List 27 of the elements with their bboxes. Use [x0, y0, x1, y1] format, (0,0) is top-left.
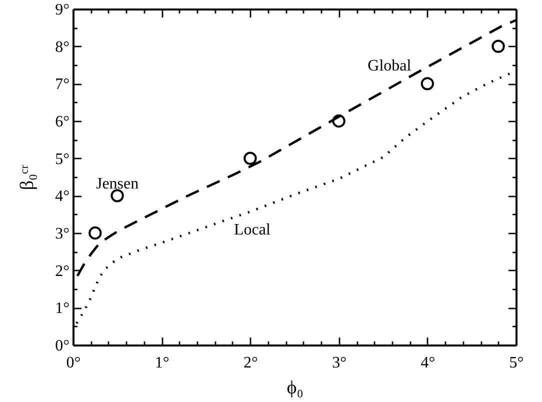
y-axis-title: β₀ᶜʳ — [17, 164, 38, 190]
point — [492, 40, 505, 53]
point — [244, 152, 257, 165]
y-tick-label: 7° — [55, 76, 70, 94]
point — [88, 226, 102, 240]
point — [110, 189, 124, 202]
x-axis-title: ϕ₀ — [286, 378, 304, 398]
x-tick-label: 4° — [420, 354, 436, 372]
y-tick-label: 3° — [55, 226, 70, 242]
x-tick-label: 1° — [154, 354, 170, 372]
x-tick-label: 2° — [243, 354, 258, 372]
series-label: Global — [368, 57, 412, 74]
y-tick-label: 2° — [55, 262, 70, 280]
y-tick-label: 0° — [55, 338, 70, 354]
y-tick-label: 6° — [55, 114, 70, 130]
x-tick-label: 0° — [66, 354, 81, 372]
series-label: Jensen — [96, 176, 139, 193]
point — [332, 114, 346, 128]
y-tick-label: 4° — [55, 188, 70, 206]
y-tick-label: 5° — [55, 150, 70, 168]
point — [420, 77, 434, 90]
y-tick-label: 8° — [55, 38, 70, 56]
y-tick-label: 9° — [55, 2, 70, 18]
series-label: Local — [234, 222, 271, 239]
x-tick-label: 5° — [509, 354, 524, 372]
y-tick-label: 1° — [55, 300, 70, 318]
x-tick-label: 3° — [332, 354, 347, 372]
